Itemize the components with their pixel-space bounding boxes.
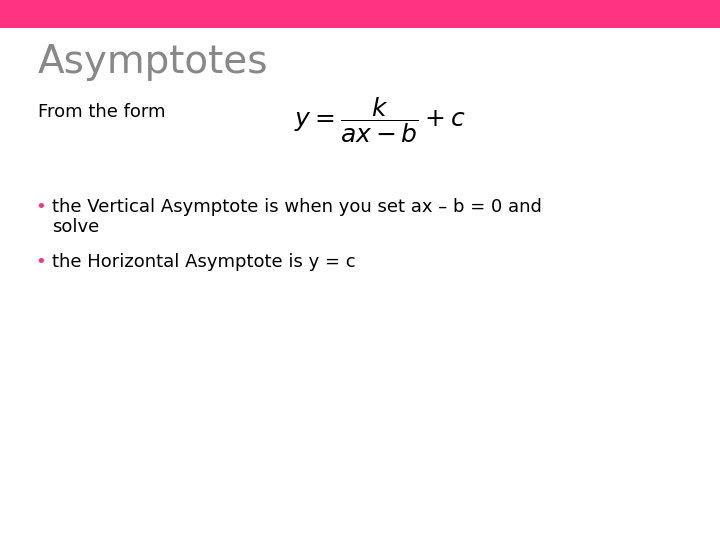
- Text: •: •: [35, 253, 46, 271]
- Text: the Vertical Asymptote is when you set ax – b = 0 and: the Vertical Asymptote is when you set a…: [52, 198, 542, 216]
- Text: solve: solve: [52, 218, 99, 236]
- Text: the Horizontal Asymptote is y = c: the Horizontal Asymptote is y = c: [52, 253, 356, 271]
- Bar: [0, 0, 720, 28]
- Text: From the form: From the form: [38, 103, 166, 121]
- Text: •: •: [35, 198, 46, 216]
- Text: $y = \dfrac{k}{ax - b} + c$: $y = \dfrac{k}{ax - b} + c$: [294, 95, 466, 145]
- Text: Asymptotes: Asymptotes: [38, 43, 269, 81]
